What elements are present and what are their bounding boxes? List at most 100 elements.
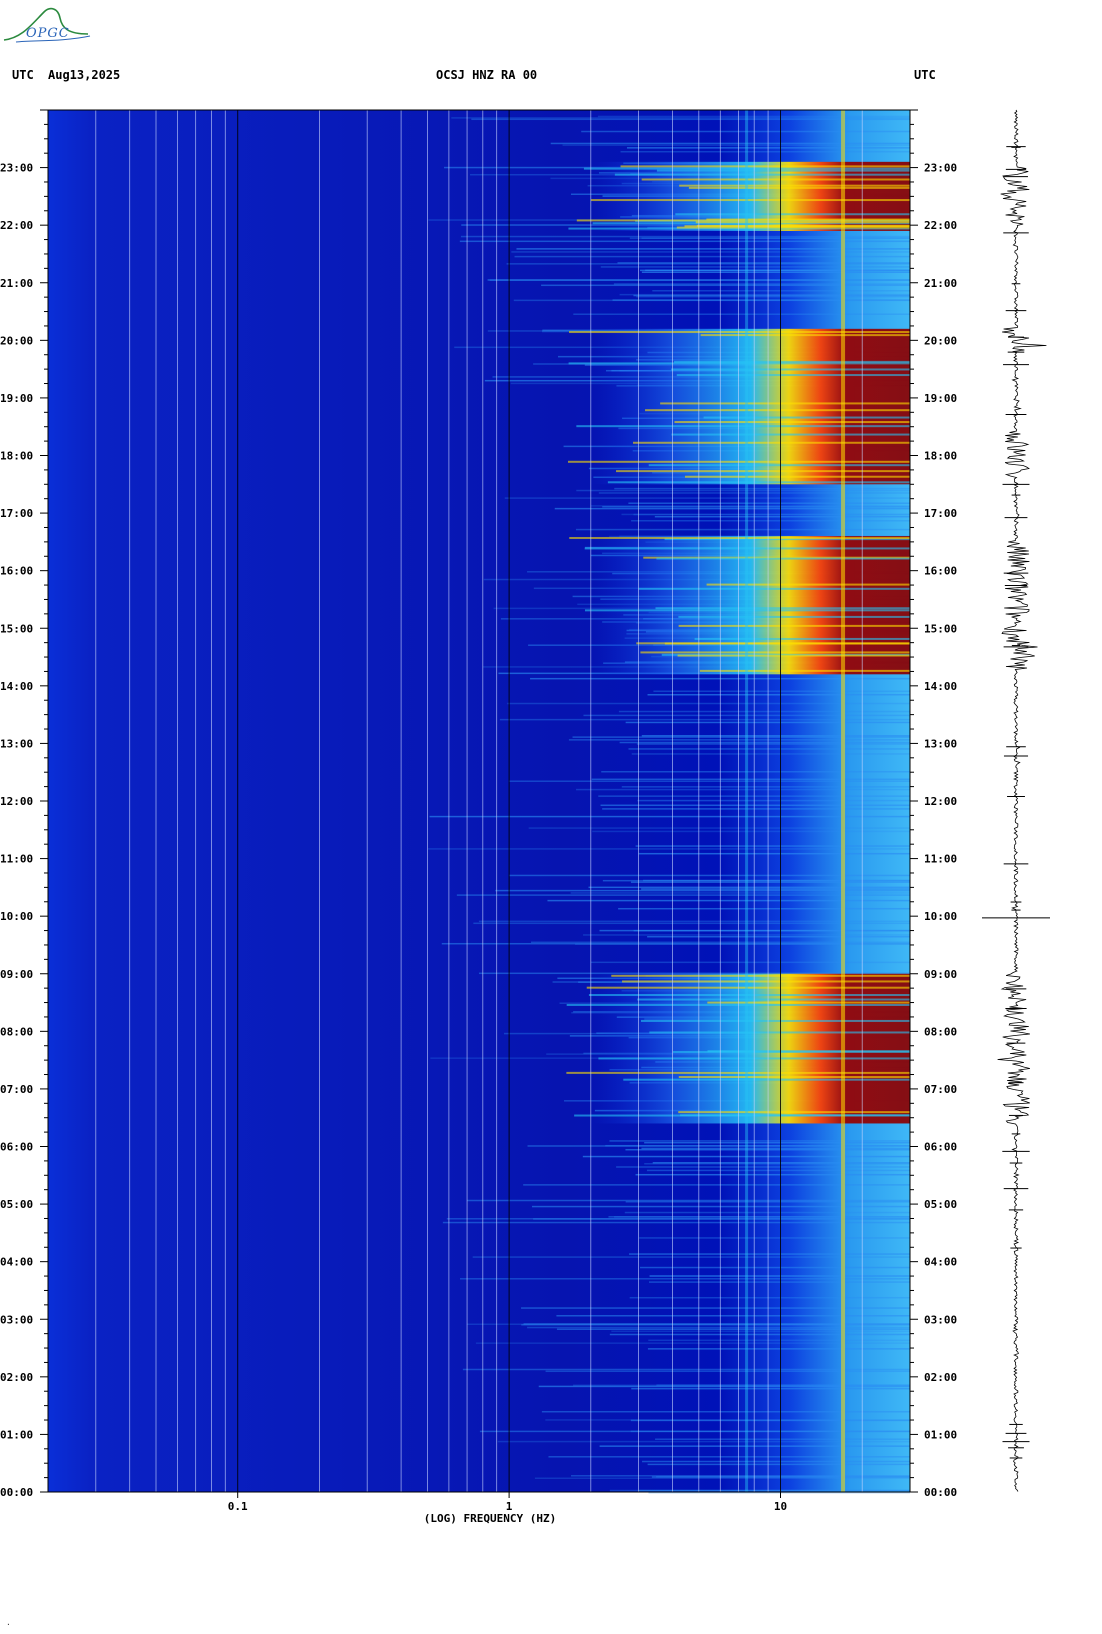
spectral-line (446, 1218, 910, 1220)
spectral-line (588, 886, 910, 889)
spectral-line (576, 489, 910, 492)
burst-streak (680, 1114, 910, 1117)
y-axis-right: 00:00 01:00 02:00 03:00 04:00 05:00 06:00 07:00… (910, 109, 957, 1499)
y-tick-label-left: 10:00 (0, 910, 33, 923)
burst-streak (568, 227, 910, 230)
y-tick-label-left: 16:00 (0, 565, 33, 578)
spectral-line (581, 130, 910, 133)
x-tick-label: 1 (506, 1500, 513, 1513)
opgc-logo (2, 4, 92, 46)
y-tick-label-right: 00:00 (924, 1486, 957, 1499)
spectral-line (456, 894, 910, 896)
spectral-line (521, 1307, 910, 1309)
burst-streak (700, 334, 910, 337)
logo-text: OPGC (26, 26, 70, 41)
spectral-line (631, 1387, 910, 1390)
spectral-line (641, 888, 910, 890)
spectral-line (499, 718, 910, 721)
seismogram-waveform (997, 109, 1047, 1492)
spectral-line (630, 881, 910, 883)
burst-streak (673, 360, 910, 363)
spectral-line (638, 1489, 910, 1492)
spectral-line (618, 710, 910, 713)
y-tick-label-right: 21:00 (924, 277, 957, 290)
spectral-line (462, 1368, 910, 1371)
spectral-line (628, 748, 910, 750)
spectral-line (628, 502, 910, 504)
spectral-line (639, 1237, 910, 1239)
burst-streak (676, 374, 910, 377)
spectral-line (556, 1328, 910, 1331)
y-tick-label-right: 12:00 (924, 795, 957, 808)
spectral-line (648, 1491, 910, 1494)
header-left-utc: UTC (12, 68, 34, 82)
burst-streak (586, 986, 910, 989)
burst-streak (677, 654, 910, 657)
spectral-line (459, 240, 910, 243)
spectral-line (479, 1430, 910, 1433)
spectral-line (655, 1438, 910, 1440)
burst-streak (671, 433, 910, 436)
spectral-line (545, 1370, 910, 1373)
x-tick-label: 10 (774, 1500, 787, 1513)
spectral-line (504, 497, 910, 499)
spectral-line (548, 1456, 910, 1458)
spectral-line (460, 1278, 910, 1280)
y-tick-label-left: 02:00 (0, 1371, 33, 1384)
y-tick-label-right: 09:00 (924, 968, 957, 981)
header-date: Aug13,2025 (48, 68, 121, 82)
high-energy-band (590, 328, 910, 485)
spectral-line (527, 1326, 910, 1329)
spectral-line (621, 513, 910, 516)
spectral-line (562, 144, 910, 146)
burst-streak (695, 221, 910, 224)
logo-swoosh-icon (3, 7, 91, 43)
y-tick-label-right: 17:00 (924, 507, 957, 520)
header-station: OCSJ HNZ RA 00 (436, 68, 538, 82)
x-axis-label: (LOG) FREQUENCY (HZ) (424, 1512, 556, 1525)
spectral-line (629, 1253, 910, 1255)
spectral-line (497, 1440, 910, 1443)
spectral-line (613, 283, 910, 285)
spectral-line (511, 251, 910, 253)
spectral-line (575, 528, 910, 531)
spectral-line (582, 1155, 910, 1158)
y-tick-label-right: 03:00 (924, 1313, 957, 1326)
burst-streak (678, 1076, 910, 1079)
y-tick-label-right: 19:00 (924, 392, 957, 405)
burst-streak (678, 1111, 910, 1114)
spectral-line (495, 889, 910, 892)
spectral-line (429, 815, 910, 818)
spectral-line (442, 1221, 910, 1224)
burst-streak (664, 538, 910, 541)
spectral-line (621, 786, 910, 788)
burst-streak (622, 980, 910, 983)
burst-streak (679, 184, 910, 187)
spectral-line (641, 735, 910, 737)
spectral-line-secondary (745, 110, 749, 1492)
spectral-line (478, 972, 910, 975)
y-tick-label-right: 07:00 (924, 1083, 957, 1096)
y-tick-label-right: 10:00 (924, 910, 957, 923)
spectral-line (652, 1162, 910, 1164)
burst-streak (592, 222, 910, 225)
burst-streak (706, 583, 910, 586)
spectral-line (508, 780, 910, 782)
spectral-line (614, 487, 910, 490)
spectral-line (629, 1296, 910, 1299)
y-tick-label-right: 04:00 (924, 1256, 957, 1269)
x-tick-label: 0.1 (228, 1500, 248, 1513)
spectral-line (647, 1348, 910, 1350)
spectral-line (624, 1211, 910, 1214)
y-tick-label-right: 15:00 (924, 622, 957, 635)
y-tick-label-left: 06:00 (0, 1141, 33, 1154)
burst-streak (607, 481, 910, 484)
burst-streak (675, 213, 910, 216)
spectral-line (471, 118, 910, 121)
y-tick-label-left: 04:00 (0, 1256, 33, 1269)
spectral-line (523, 1184, 910, 1186)
burst-streak (696, 224, 910, 227)
spectral-line (612, 299, 910, 301)
